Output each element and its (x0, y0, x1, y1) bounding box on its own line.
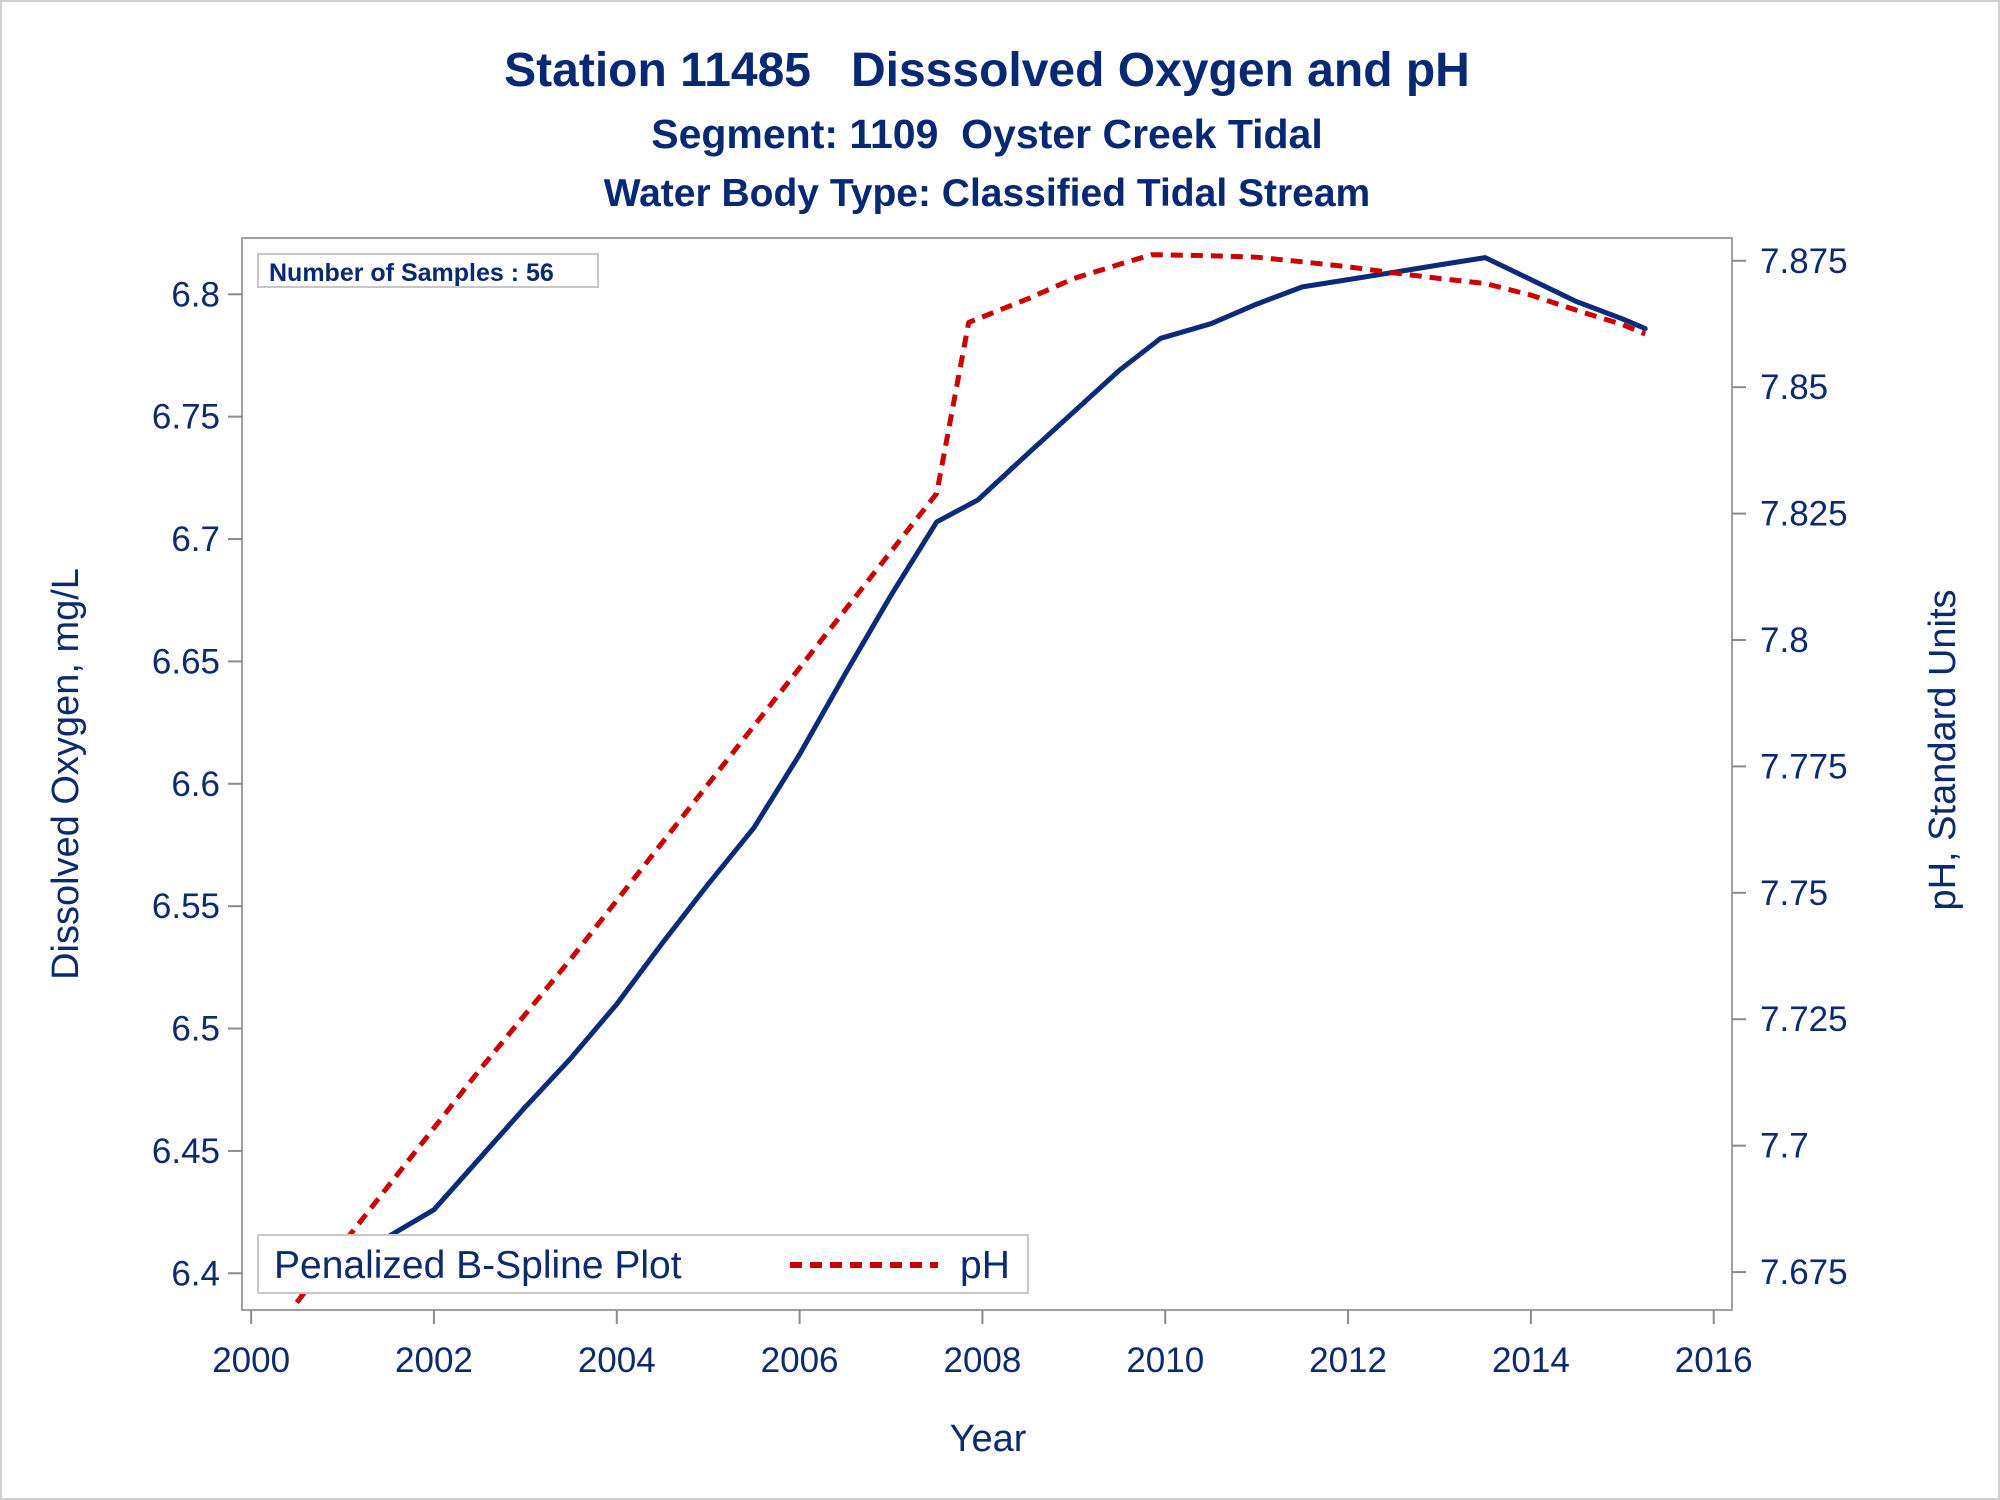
x-tick-label: 2008 (943, 1341, 1021, 1380)
x-tick-label: 2002 (395, 1341, 473, 1380)
sample-count-box (257, 253, 599, 288)
x-tick-label: 2014 (1492, 1341, 1570, 1380)
y-axis-right: 7.675 7.7 7.725 7.75 7.775 7.8 7.825 7.85 7.875 (1732, 242, 1848, 1292)
x-tick-label: 2000 (212, 1341, 290, 1380)
y-left-tick-label: 6.45 (152, 1132, 220, 1171)
x-tick-label: 2016 (1675, 1341, 1753, 1380)
x-tick-label: 2010 (1126, 1341, 1204, 1380)
x-tick-label: 2006 (761, 1341, 839, 1380)
y-left-tick-label: 6.4 (171, 1254, 220, 1293)
legend-entry-spline: Penalized B-Spline Plot (274, 1244, 682, 1287)
y-left-tick-label: 6.65 (152, 642, 220, 681)
y-left-tick-label: 6.55 (152, 887, 220, 926)
y-left-tick-label: 6.75 (152, 398, 220, 437)
y-right-tick-label: 7.8 (1760, 621, 1809, 660)
x-tick-label: 2004 (578, 1341, 656, 1380)
plot-area (241, 237, 1733, 1311)
y-left-tick-label: 6.7 (171, 520, 220, 559)
x-tick-label: 2012 (1309, 1341, 1387, 1380)
chart-subtitle: Segment: 1109 Oyster Creek Tidal (651, 111, 1323, 157)
series-line-ph (294, 252, 1647, 1304)
y-right-tick-label: 7.75 (1760, 874, 1828, 913)
y-right-tick-label: 7.85 (1760, 368, 1828, 407)
y-right-tick-label: 7.725 (1760, 1000, 1848, 1039)
y-right-tick-label: 7.875 (1760, 242, 1848, 281)
y-axis-left-label: Dissolved Oxygen, mg/L (45, 568, 87, 980)
x-axis: 2000 2002 2004 2006 2008 2010 2012 2014 2016 (212, 1310, 1753, 1380)
sample-count-label: Number of Samples : 56 (269, 259, 554, 287)
y-left-tick-label: 6.6 (171, 765, 220, 804)
y-left-tick-label: 6.8 (171, 275, 220, 314)
legend-entry-ph: pH (960, 1244, 1010, 1287)
chart-title: Station 11485 Disssolved Oxygen and pH (504, 44, 1470, 97)
series-line-dissolved-oxygen (298, 255, 1648, 1296)
chart-subtitle-2: Water Body Type: Classified Tidal Stream (604, 172, 1370, 215)
series-layer (294, 252, 1648, 1304)
y-right-tick-label: 7.775 (1760, 747, 1848, 786)
y-axis-right-label: pH, Standard Units (1922, 589, 1964, 910)
y-right-tick-label: 7.825 (1760, 495, 1848, 534)
y-left-tick-label: 6.5 (171, 1010, 220, 1049)
y-right-tick-label: 7.675 (1760, 1253, 1848, 1292)
x-axis-label: Year (950, 1418, 1027, 1460)
y-right-tick-label: 7.7 (1760, 1127, 1809, 1166)
y-axis-left: 6.4 6.45 6.5 6.55 6.6 6.65 6.7 6.75 6.8 (152, 275, 242, 1293)
